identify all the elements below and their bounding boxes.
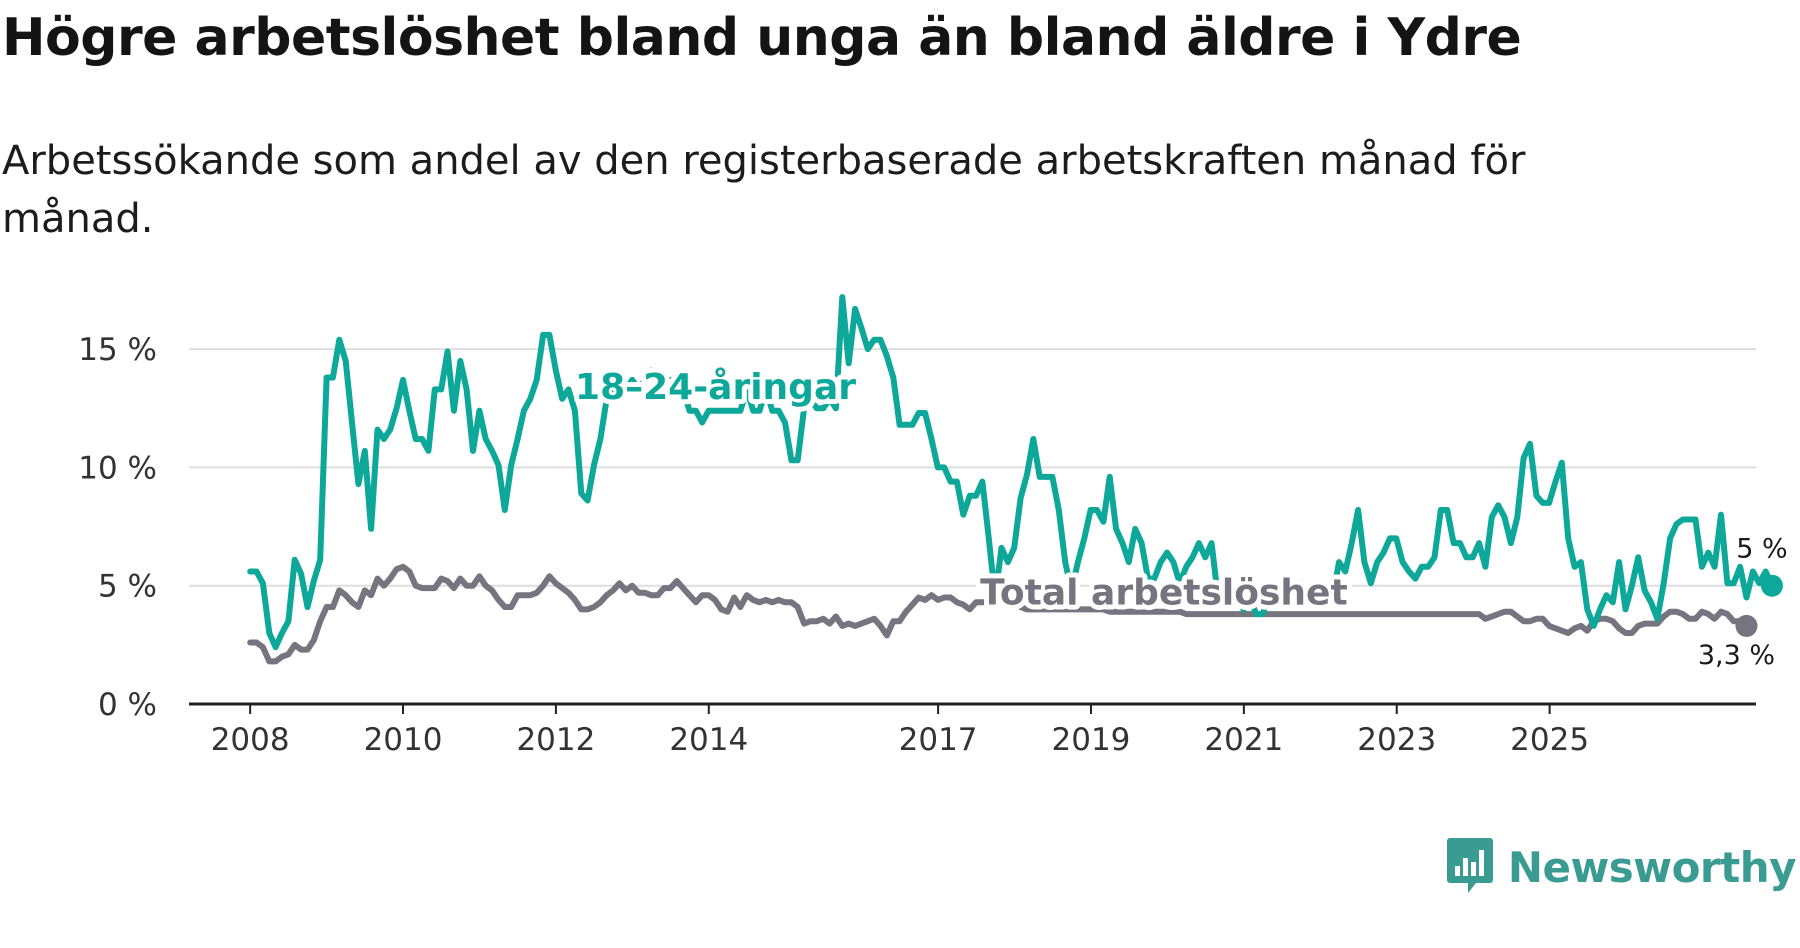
series-label-total: Total arbetslöshet — [980, 573, 1348, 614]
x-tick-label: 2010 — [364, 722, 443, 758]
series-lines — [247, 294, 1783, 665]
y-tick-label: 5 % — [98, 569, 157, 605]
y-axis-ticks: 0 % 5 % 10 % 15 % — [78, 332, 157, 723]
x-tick-label: 2008 — [211, 722, 290, 758]
brand-logo: Newsworthy — [1446, 836, 1797, 898]
series-labels: 5 %3,3 %18–24-åringar18–24-åringarTotal … — [570, 362, 1788, 671]
series-line-total — [247, 563, 1750, 665]
x-tick-label: 2019 — [1052, 722, 1131, 758]
series-line-18-24 — [247, 294, 1775, 651]
series-end-point — [1735, 614, 1758, 637]
x-tick-label: 2017 — [899, 722, 978, 758]
chart-title: Högre arbetslöshet bland unga än bland ä… — [2, 8, 1522, 68]
series-label-18-24: 18–24-åringar — [575, 367, 856, 408]
x-axis: 2008 2010 2012 2014 2017 2019 2021 2023 2025 — [189, 702, 1756, 758]
brand-name: Newsworthy — [1507, 842, 1797, 892]
x-tick-label: 2023 — [1357, 722, 1436, 758]
series-label-halo: Total arbetslöshet — [980, 573, 1348, 614]
series-end-label: 3,3 % — [1698, 640, 1775, 671]
chart-subtitle: Arbetssökande som andel av den registerb… — [2, 138, 1526, 242]
bar-chart-speech-bubble-icon — [1446, 836, 1494, 898]
y-tick-label: 0 % — [98, 687, 157, 723]
series-end-point — [1760, 574, 1783, 597]
x-tick-label: 2014 — [669, 722, 748, 758]
series-end-label: 5 % — [1736, 534, 1787, 565]
y-tick-label: 15 % — [78, 332, 157, 368]
y-tick-label: 10 % — [78, 450, 157, 486]
x-tick-label: 2025 — [1510, 722, 1589, 758]
x-tick-label: 2021 — [1204, 722, 1283, 758]
series-label-halo: 18–24-åringar — [575, 367, 856, 408]
x-tick-label: 2012 — [516, 722, 595, 758]
